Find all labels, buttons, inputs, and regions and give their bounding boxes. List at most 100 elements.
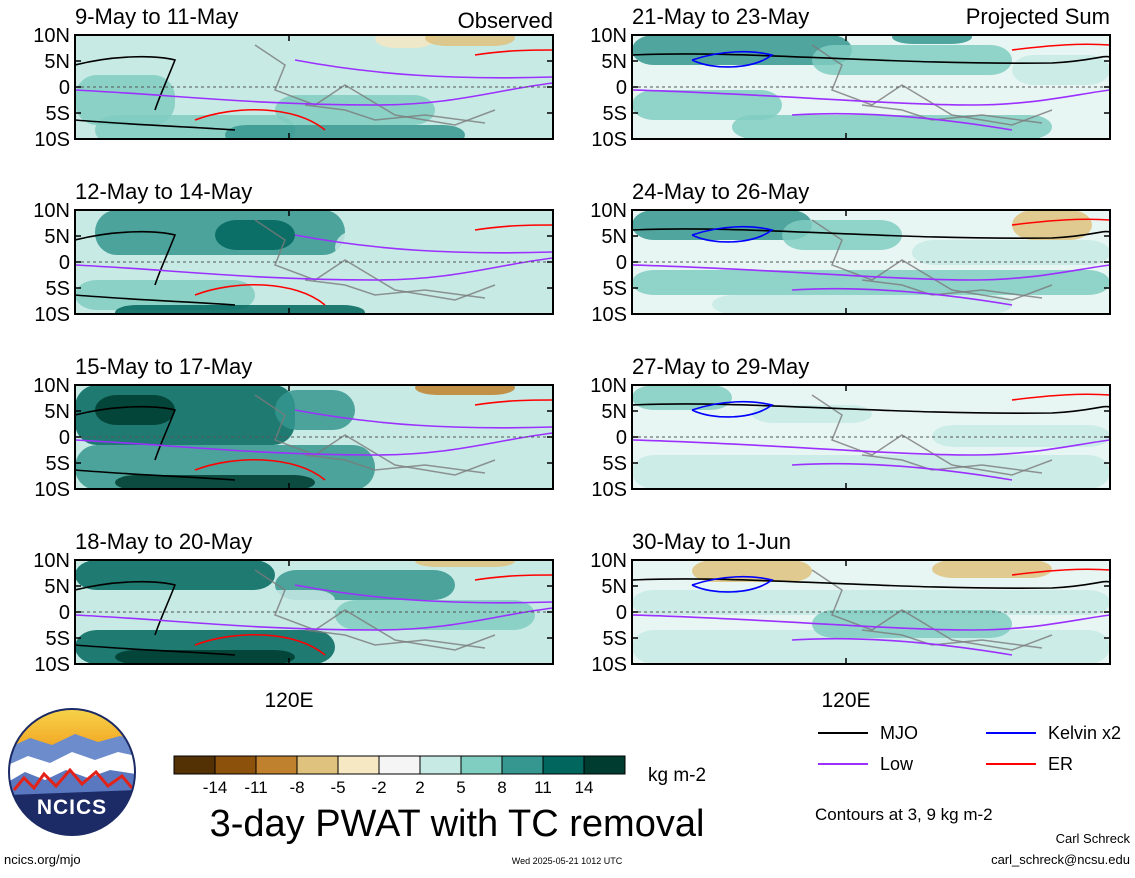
y-tick-label: 5N [44,401,70,423]
y-tick-label: 5N [44,51,70,73]
colorbar-swatch [173,755,216,775]
panel-field [75,210,553,314]
contour-line [1011,218,1110,226]
contour-line [75,119,236,131]
contour-line [632,439,1110,456]
y-tick-label: 10S [34,129,70,151]
contour-line [691,400,774,418]
colorbar-label: 2 [415,778,424,797]
y-tick-label: 10S [591,304,627,326]
colorbar-label: -11 [244,778,267,797]
footer-author: Carl Schreck [1056,831,1131,846]
colorbar-units: kg m-2 [648,765,706,786]
x-tick-label-right: 120E [821,689,870,712]
y-tick-label: 10S [591,129,627,151]
panel-field [632,385,1110,489]
contour-line [691,575,774,593]
contour-line [1011,43,1110,51]
colorbar-label: -2 [371,778,386,797]
figure-title: 3-day PWAT with TC removal [210,803,705,845]
contour-line [632,264,1110,281]
legend: MJO Kelvin x2 Low ER [818,723,1121,774]
y-tick-label: 10N [590,375,627,397]
contour-line [294,59,553,79]
contour-line [75,294,236,306]
panel-title: 15-May to 17-May [75,354,252,379]
y-tick-label: 5S [603,628,627,650]
colorbar-swatch [255,755,298,775]
ncics-logo-text: NCICS [37,796,107,819]
colorbar: -14 -11 -8 -5 -2 2 5 8 11 14 [173,755,626,797]
contour-line [75,432,553,456]
contour-line [194,458,326,481]
legend-label: ER [1048,754,1073,774]
panel-field [75,35,553,139]
colorbar-swatch [214,755,257,775]
y-tick-label: 0 [616,602,627,624]
colorbar-label: -14 [203,778,228,797]
colorbar-swatch [337,755,380,775]
colorbar-label: 14 [575,778,594,797]
y-tick-label: 5S [46,103,70,125]
y-tick-label: 5N [44,226,70,248]
colorbar-swatch [542,755,585,775]
contour-line [791,462,1013,481]
panel-field [632,35,1110,139]
colorbar-swatch [583,755,626,775]
y-tick-label: 5S [603,103,627,125]
y-tick-label: 10N [33,25,70,47]
y-tick-label: 0 [616,252,627,274]
observed-column-header: Observed [458,8,553,33]
x-tick-label-left: 120E [264,689,313,712]
colorbar-label: -5 [330,778,345,797]
colorbar-swatch [460,755,503,775]
footer-url: ncics.org/mjo [4,852,81,867]
y-tick-label: 5S [46,278,70,300]
panel-title: 9-May to 11-May [75,4,238,29]
panel-title: 18-May to 20-May [75,529,252,554]
y-tick-label: 10S [591,654,627,676]
y-tick-label: 5N [601,401,627,423]
y-tick-label: 0 [616,77,627,99]
contour-line [1011,568,1110,576]
panel-title: 21-May to 23-May [632,4,809,29]
footer-timestamp: Wed 2025-05-21 1012 UTC [512,856,623,866]
y-tick-label: 5S [603,453,627,475]
panel-title: 24-May to 26-May [632,179,809,204]
contour-line [1011,393,1110,401]
contour-line [194,108,326,131]
colorbar-label: 8 [497,778,506,797]
y-tick-label: 10N [33,550,70,572]
y-tick-label: 10S [34,479,70,501]
contour-line [294,234,553,254]
contour-line [791,637,1013,656]
y-tick-label: 0 [59,252,70,274]
y-tick-label: 5N [44,576,70,598]
contour-line [75,257,553,281]
panel-title: 30-May to 1-Jun [632,529,791,554]
y-tick-label: 0 [59,602,70,624]
panel-title: 12-May to 14-May [75,179,252,204]
panel-title: 27-May to 29-May [632,354,809,379]
y-tick-label: 10N [590,200,627,222]
contour-line [75,469,236,481]
contour-line [691,225,774,243]
contour-line [474,224,553,231]
y-tick-label: 5S [46,453,70,475]
contour-line [75,607,553,631]
contour-line [294,584,553,604]
contour-line [75,82,553,106]
y-tick-label: 5N [601,576,627,598]
colorbar-swatch [378,755,421,775]
y-tick-label: 10N [590,550,627,572]
colorbar-swatch [501,755,544,775]
legend-label: Kelvin x2 [1048,723,1121,743]
y-tick-label: 0 [59,427,70,449]
contour-line [194,633,326,656]
panel-field [632,210,1110,314]
